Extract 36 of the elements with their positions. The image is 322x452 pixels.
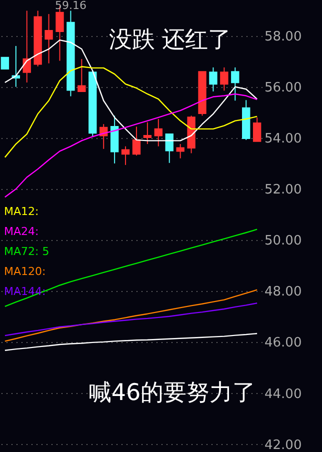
candlestick [252,116,262,142]
candlestick [231,66,240,102]
text: MA144: [4,285,46,298]
line-series [4,93,258,198]
y-tick-label: 54.00 [264,131,302,146]
text: MA120: [4,265,46,278]
line-series [4,332,258,351]
y-tick-label: 44.00 [264,386,302,402]
candlestick [220,66,228,92]
y-tick-label: 42.00 [264,438,302,452]
candlestick [209,66,218,92]
annotation: 喊46的要努力了 [88,380,256,406]
candlestick [78,58,86,92]
candlestick [132,126,141,156]
text: MA12: [4,205,39,218]
annotation: 59.16 [55,0,86,12]
text: MA72: 5 [4,245,50,258]
y-tick-label: 46.00 [264,336,302,351]
y-tick-label: 50.00 [264,234,302,249]
annotation: 没跌 还红了 [108,27,232,53]
y-tick-label: 56.00 [264,80,302,96]
y-tick-label: 58.00 [264,29,302,44]
candlestick [143,122,152,145]
candlestick [165,133,174,164]
y-tick-label: 52.00 [264,182,302,198]
candlestick [44,14,53,64]
line-series [4,66,258,158]
line-series [4,228,258,308]
candlestick [176,144,184,159]
text: MA24: [4,225,39,238]
y-tick-label: 48.00 [264,284,302,300]
candlestick [0,56,10,70]
candlestick [121,146,130,166]
line-series [4,289,258,342]
candlestick [154,118,163,147]
line-series [4,302,258,336]
